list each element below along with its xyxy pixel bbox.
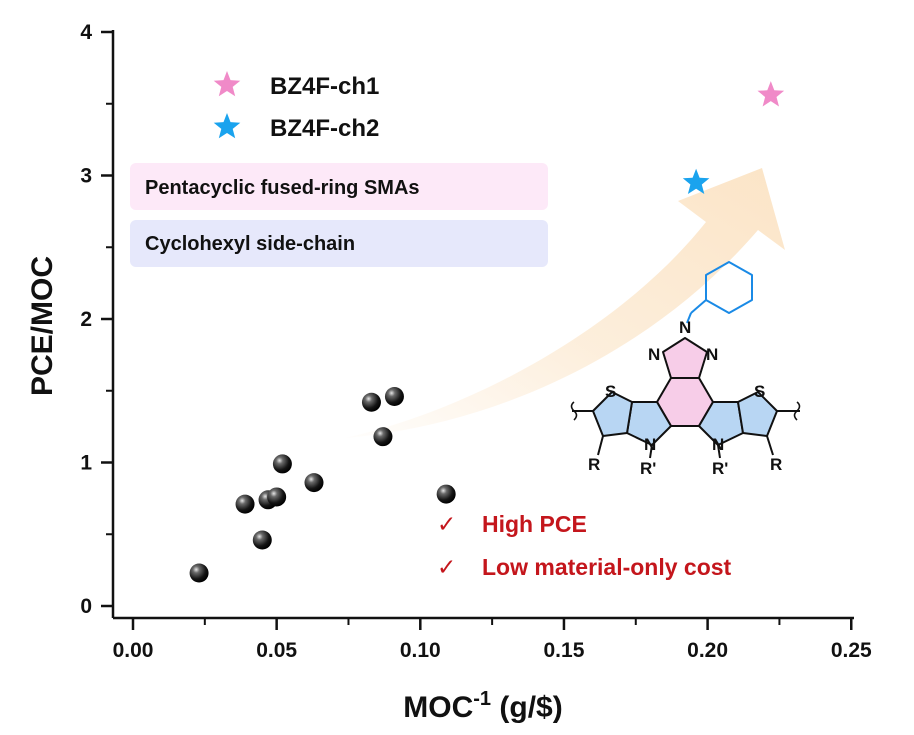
annotation-box-pentacyclic-bg [130, 163, 548, 210]
right-r-bond [766, 435, 774, 456]
legend-label-bz4f-ch2: BZ4F-ch2 [270, 115, 379, 142]
y-tick-label: 3 [80, 165, 92, 188]
atom-s-right: S [754, 382, 765, 401]
label-r-right: R [770, 455, 782, 474]
annotation-box-cyclohexyl-text: Cyclohexyl side-chain [145, 233, 355, 255]
legend: BZ4F-ch1 BZ4F-ch2 [213, 71, 379, 142]
atom-n-top: N [679, 318, 691, 337]
triazole-ring-icon [662, 337, 708, 379]
x-tick-label: 0.00 [113, 639, 154, 662]
left-pyrrole-ring-icon [626, 401, 672, 446]
x-axis-title: MOC-1 (g/$) [403, 688, 562, 724]
check-mark-icon: ✓ [437, 554, 456, 580]
label-rprime-left: R' [640, 459, 656, 478]
right-pyrrole-ring-icon [698, 401, 744, 446]
data-point-sphere [304, 473, 324, 493]
data-point-sphere [384, 386, 404, 406]
right-rprime-bond [717, 444, 721, 459]
data-point-star-bz4f-ch1 [757, 81, 785, 107]
cyclohexyl-ring-icon [705, 261, 753, 314]
x-tick-label: 0.05 [256, 639, 297, 662]
data-point-sphere [235, 494, 255, 514]
x-axis-ticks: 0.00 0.05 0.10 0.15 0.20 0.25 [113, 618, 872, 662]
check-mark-icon: ✓ [437, 511, 456, 537]
y-tick-label: 0 [80, 595, 92, 618]
label-rprime-right: R' [712, 459, 728, 478]
left-rprime-bond [649, 444, 653, 459]
annotation-box-cyclohexyl: Cyclohexyl side-chain [130, 220, 548, 267]
y-tick-label: 4 [80, 21, 92, 44]
legend-star-shape [213, 71, 241, 97]
data-point-sphere [252, 530, 272, 550]
annotation-box-pentacyclic-text: Pentacyclic fused-ring SMAs [145, 177, 420, 199]
y-axis-ticks: 0 1 2 3 4 [80, 21, 113, 618]
atom-n-pyrrole-right: N [712, 435, 724, 454]
data-point-star-bz4f-ch2 [682, 168, 710, 194]
right-wavy-bond-icon [793, 401, 801, 421]
atom-n-right: N [706, 345, 718, 364]
left-r-bond [597, 435, 604, 456]
annotation-box-cyclohexyl-bg [130, 220, 548, 267]
atom-n-left: N [648, 345, 660, 364]
legend-star-bz4f-ch1-icon [213, 71, 241, 97]
x-tick-label: 0.25 [831, 639, 872, 662]
x-axis-title-superscript: -1 [473, 688, 491, 710]
y-tick-label: 1 [80, 452, 92, 475]
x-tick-label: 0.10 [400, 639, 441, 662]
left-wavy-bond-icon [570, 401, 578, 421]
y-tick-label: 2 [80, 308, 92, 331]
label-r-left: R [588, 455, 600, 474]
data-point-sphere [361, 392, 381, 412]
x-tick-label: 0.20 [687, 639, 728, 662]
right-thiophene-ring-icon [737, 391, 778, 437]
cyclohexyl-link [686, 312, 692, 324]
data-points [189, 81, 785, 583]
cyclohexyl-link [690, 299, 707, 314]
x-axis-title-unit: (g/$) [491, 691, 563, 724]
legend-label-bz4f-ch1: BZ4F-ch1 [270, 73, 379, 100]
data-point-sphere [189, 563, 209, 583]
legend-star-bz4f-ch2-icon [213, 113, 241, 139]
annotation-box-pentacyclic: Pentacyclic fused-ring SMAs [130, 163, 548, 210]
data-point-sphere [267, 487, 287, 507]
trend-arrow [345, 168, 785, 438]
x-tick-label: 0.15 [544, 639, 585, 662]
plot-frame [111, 30, 854, 620]
y-axis-title: PCE/MOC [26, 256, 59, 396]
x-axis-title-main: MOC [403, 691, 473, 724]
left-thiophene-ring-icon [592, 391, 633, 437]
check-text-high-pce: High PCE [482, 511, 587, 537]
data-point-sphere [373, 427, 393, 447]
check-list: ✓ High PCE ✓ Low material-only cost [437, 511, 732, 580]
legend-star-shape [213, 113, 241, 139]
data-point-sphere [272, 454, 292, 474]
atom-n-pyrrole-left: N [644, 435, 656, 454]
molecule-structure-icon: N N N S S N N R R R' R' [570, 261, 801, 478]
data-point-sphere [436, 484, 456, 504]
check-text-low-cost: Low material-only cost [482, 554, 732, 580]
atom-s-left: S [605, 382, 616, 401]
